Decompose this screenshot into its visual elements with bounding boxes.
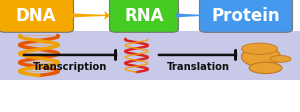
FancyBboxPatch shape [200, 0, 292, 33]
Text: Protein: Protein [212, 7, 280, 25]
Text: DNA: DNA [16, 7, 56, 25]
FancyBboxPatch shape [110, 0, 178, 33]
Ellipse shape [270, 56, 291, 63]
Text: Translation: Translation [167, 61, 230, 71]
Ellipse shape [242, 47, 280, 67]
Text: Transcription: Transcription [33, 61, 108, 71]
Ellipse shape [249, 63, 282, 74]
Text: RNA: RNA [124, 7, 164, 25]
Bar [0, 31, 300, 81]
FancyBboxPatch shape [0, 0, 74, 33]
Ellipse shape [242, 44, 278, 55]
